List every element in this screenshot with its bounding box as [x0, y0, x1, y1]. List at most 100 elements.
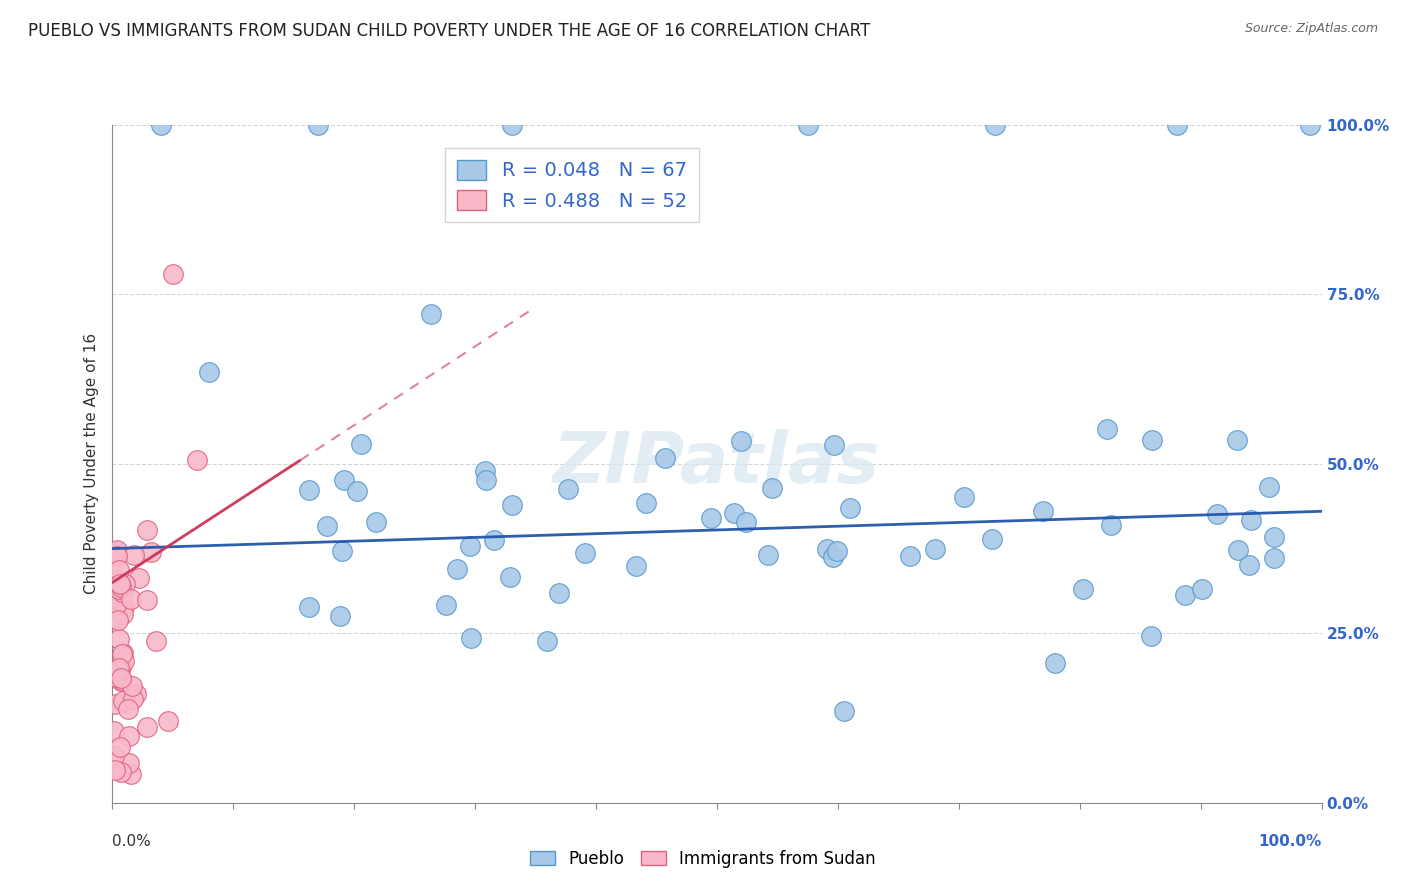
Point: [108, 632, 131, 646]
Point: [350, 436, 373, 450]
Point: [136, 720, 159, 734]
Point: [1166, 118, 1188, 132]
Point: [120, 766, 142, 780]
Point: [1140, 629, 1163, 643]
Point: [149, 118, 172, 132]
Y-axis label: Child Poverty Under the Age of 16: Child Poverty Under the Age of 16: [84, 334, 100, 594]
Point: [924, 541, 946, 556]
Point: [108, 665, 131, 679]
Point: [112, 694, 135, 708]
Point: [103, 723, 125, 738]
Point: [1142, 433, 1164, 447]
Point: [111, 585, 134, 599]
Point: [636, 496, 658, 510]
Point: [1071, 582, 1094, 596]
Point: [346, 484, 368, 499]
Point: [1206, 507, 1229, 521]
Point: [104, 763, 127, 777]
Point: [796, 118, 818, 132]
Point: [761, 481, 783, 495]
Point: [108, 660, 131, 674]
Point: [186, 453, 208, 467]
Point: [103, 749, 125, 764]
Point: [135, 593, 157, 607]
Point: [1257, 480, 1279, 494]
Text: 0.0%: 0.0%: [112, 834, 152, 849]
Point: [108, 582, 131, 597]
Point: [156, 714, 179, 729]
Point: [823, 549, 845, 564]
Point: [141, 545, 163, 559]
Point: [114, 576, 136, 591]
Text: PUEBLO VS IMMIGRANTS FROM SUDAN CHILD POVERTY UNDER THE AGE OF 16 CORRELATION CH: PUEBLO VS IMMIGRANTS FROM SUDAN CHILD PO…: [28, 22, 870, 40]
Point: [474, 464, 496, 478]
Point: [110, 765, 132, 780]
Point: [952, 491, 974, 505]
Point: [330, 543, 353, 558]
Point: [112, 654, 135, 668]
Point: [1226, 433, 1249, 447]
Point: [446, 562, 468, 576]
Point: [1298, 118, 1320, 132]
Point: [332, 473, 354, 487]
Point: [122, 548, 145, 562]
Point: [1226, 542, 1249, 557]
Point: [128, 571, 150, 585]
Point: [547, 586, 569, 600]
Point: [458, 539, 481, 553]
Point: [110, 674, 132, 689]
Point: [1191, 582, 1213, 596]
Point: [1174, 588, 1197, 602]
Point: [366, 515, 388, 529]
Point: [120, 592, 142, 607]
Point: [501, 118, 523, 132]
Point: [117, 702, 139, 716]
Point: [112, 599, 135, 614]
Point: [735, 516, 758, 530]
Point: [984, 118, 1007, 132]
Point: [110, 581, 132, 595]
Point: [1099, 518, 1122, 533]
Point: [756, 548, 779, 562]
Point: [574, 546, 596, 560]
Point: [1237, 558, 1260, 572]
Point: [329, 609, 352, 624]
Point: [823, 438, 845, 452]
Point: [434, 598, 457, 612]
Point: [114, 696, 136, 710]
Point: [482, 533, 505, 547]
Point: [307, 118, 329, 132]
Point: [105, 545, 128, 559]
Point: [474, 473, 496, 487]
Point: [1263, 551, 1285, 566]
Text: ZIPatlas: ZIPatlas: [554, 429, 880, 499]
Point: [104, 670, 127, 684]
Point: [107, 542, 129, 557]
Point: [1032, 504, 1054, 518]
Point: [315, 519, 337, 533]
Point: [198, 365, 221, 379]
Text: Source: ZipAtlas.com: Source: ZipAtlas.com: [1244, 22, 1378, 36]
Point: [110, 671, 132, 685]
Legend: Pueblo, Immigrants from Sudan: Pueblo, Immigrants from Sudan: [523, 844, 883, 875]
Legend: R = 0.048   N = 67, R = 0.488   N = 52: R = 0.048 N = 67, R = 0.488 N = 52: [446, 148, 699, 222]
Point: [117, 729, 139, 743]
Point: [104, 572, 127, 586]
Point: [981, 532, 1004, 546]
Point: [136, 523, 159, 537]
Point: [499, 570, 522, 584]
Point: [654, 450, 676, 465]
Point: [105, 598, 128, 612]
Point: [111, 607, 134, 622]
Point: [460, 631, 482, 645]
Point: [898, 549, 921, 564]
Point: [107, 613, 129, 627]
Point: [162, 267, 184, 281]
Point: [111, 673, 134, 688]
Point: [145, 633, 167, 648]
Point: [626, 559, 648, 574]
Point: [121, 692, 143, 706]
Point: [298, 600, 321, 615]
Point: [838, 500, 860, 515]
Point: [125, 688, 148, 702]
